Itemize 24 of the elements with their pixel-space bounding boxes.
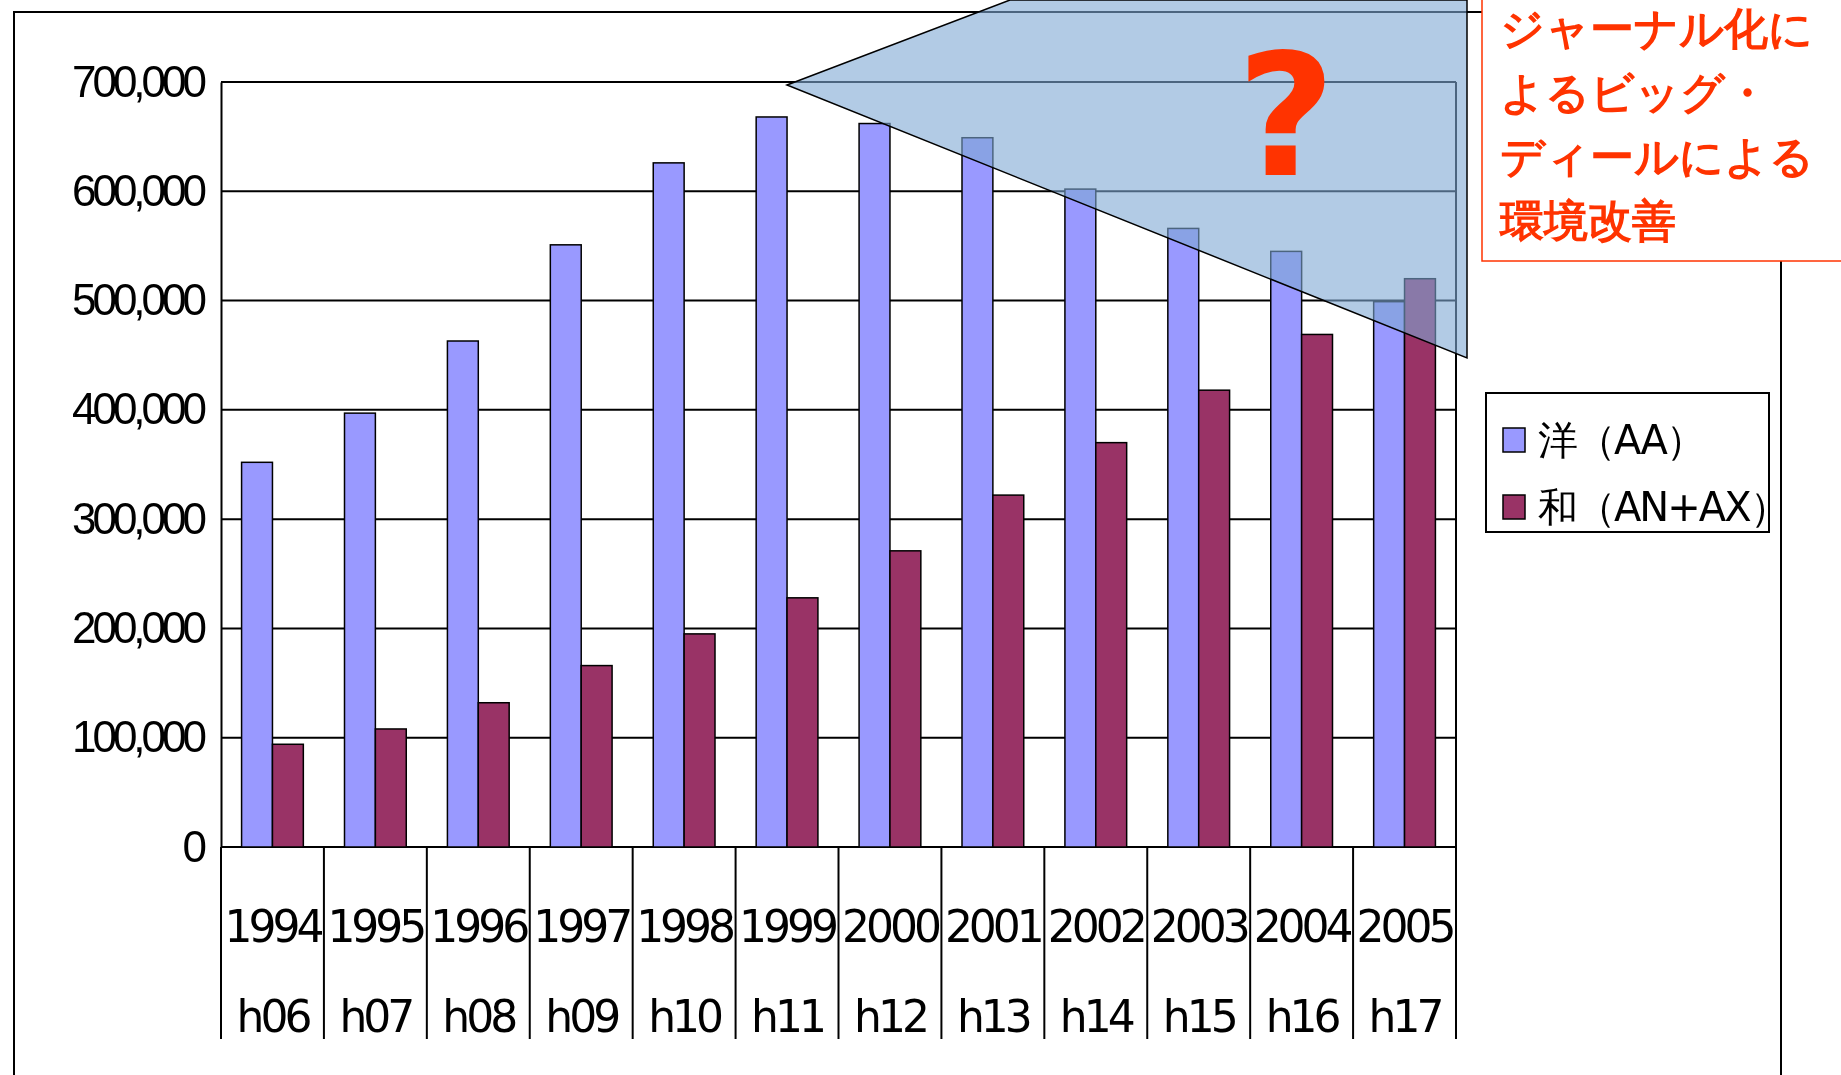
y-tick-label: 700,000 (71, 56, 206, 106)
text: ジャーナル化によるビッグ・ディールによる環境改善 (1498, 3, 1814, 246)
x-tick-label: 2001 h13 (944, 901, 1041, 1042)
legend-label: 和（AN+AX） (1538, 484, 1788, 530)
y-tick-label: 200,000 (71, 603, 206, 653)
legend-label: 洋（AA） (1538, 417, 1704, 463)
annotation: ? (1236, 17, 1336, 215)
y-tick-label: 400,000 (71, 384, 206, 434)
x-tick-label: 1998 h10 (636, 901, 734, 1042)
x-tick-label: 2005 h17 (1356, 901, 1454, 1042)
x-tick-label: 1999 h11 (739, 901, 837, 1042)
x-tick-label: 2000 h12 (841, 901, 940, 1042)
x-tick-label: 1995 h07 (327, 901, 425, 1042)
x-tick-label: 2003 h15 (1150, 901, 1248, 1042)
x-tick-label: 2002 h14 (1047, 901, 1144, 1042)
x-tick-label: 1996 h08 (430, 901, 529, 1042)
x-tick-label: 1994 h06 (224, 901, 323, 1042)
y-tick-label: 300,000 (71, 493, 206, 543)
y-tick-label: 0 (182, 821, 206, 871)
x-tick-label: 1997 h09 (533, 901, 631, 1042)
y-tick-label: 100,000 (71, 712, 206, 762)
y-tick-label: 600,000 (71, 165, 206, 215)
x-tick-label: 2004 h16 (1253, 901, 1352, 1042)
y-tick-label: 500,000 (71, 275, 206, 325)
